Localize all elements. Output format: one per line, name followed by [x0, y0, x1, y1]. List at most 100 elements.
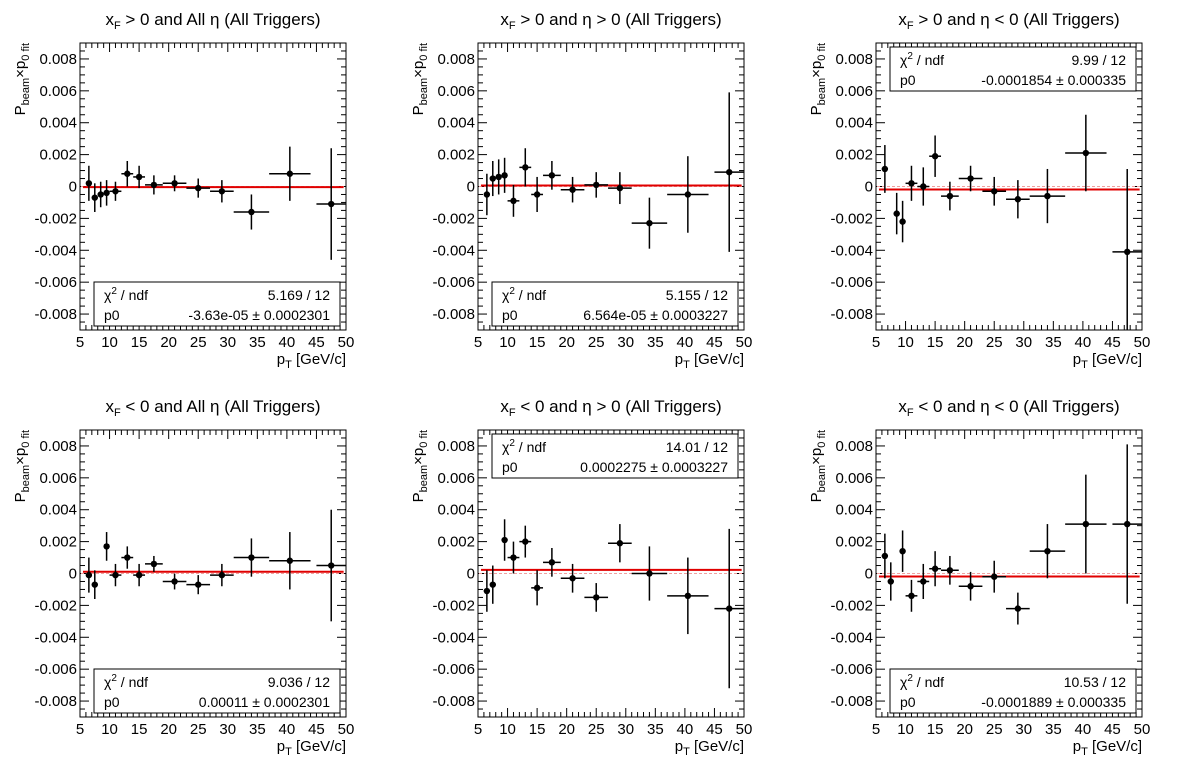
stats-box: χ2 / ndf 10.53 / 12 p0 -0.0001889 ± 0.00033… — [889, 668, 1137, 714]
title-x: x — [105, 10, 114, 29]
ylabel-beam: beam — [20, 78, 32, 106]
data-point — [1112, 444, 1142, 604]
data-marker — [533, 584, 541, 592]
data-point — [1065, 114, 1107, 192]
data-point — [1029, 168, 1066, 224]
data-marker — [920, 578, 927, 585]
data-marker — [881, 165, 889, 173]
xlabel-unit: [GeV/c] — [690, 738, 744, 755]
data-point — [608, 524, 632, 563]
y-tick-label: 0.008 — [835, 51, 873, 68]
y-tick-label: 0 — [467, 566, 475, 583]
chi-symbol: χ — [104, 287, 112, 303]
data-marker — [908, 180, 915, 187]
stats-p0-value: -0.0001889 ± 0.000335 — [981, 694, 1126, 710]
data-marker — [967, 583, 974, 590]
y-tick-label: 0.006 — [39, 83, 77, 100]
stats-frame — [93, 281, 341, 327]
panel-title: xF > 0 and η < 0 (All Triggers) — [898, 10, 1119, 32]
x-tick-label: 45 — [706, 721, 723, 738]
y-tick-label: 0.002 — [835, 534, 873, 551]
y-tick-label: -0.006 — [432, 274, 475, 291]
data-point — [1006, 592, 1030, 625]
x-axis-label: pT [GeV/c] — [675, 351, 744, 371]
p0-label: p0 — [900, 694, 916, 710]
p0-label: p0 — [104, 694, 120, 710]
title-eta: η — [980, 10, 989, 29]
xlabel-unit: [GeV/c] — [292, 738, 346, 755]
x-tick-label: 20 — [956, 721, 973, 738]
title-tail: < 0 (All Triggers) — [990, 397, 1120, 416]
data-marker — [991, 573, 998, 580]
stats-frame — [889, 46, 1137, 92]
data-marker — [548, 559, 556, 566]
xlabel-sub: T — [1081, 359, 1088, 371]
data-marker — [616, 540, 624, 547]
stats-p0-value: -0.0001854 ± 0.000335 — [981, 72, 1126, 88]
chi-value: 9.99 / 12 — [1072, 52, 1127, 68]
stats-chi-value: 10.53 / 12 — [1064, 674, 1126, 690]
data-marker — [91, 194, 98, 201]
data-point — [483, 570, 491, 612]
title-eta: η — [980, 397, 989, 416]
x-tick-label: 40 — [677, 334, 694, 351]
data-point — [929, 551, 942, 587]
data-marker — [946, 192, 954, 200]
x-tick-label: 35 — [647, 334, 664, 351]
xlabel-sub: T — [683, 746, 690, 758]
y-tick-label: -0.006 — [34, 661, 77, 678]
data-point — [1029, 524, 1066, 579]
data-point — [982, 176, 1007, 206]
data-marker — [195, 184, 202, 192]
x-tick-label: 35 — [1045, 721, 1062, 738]
data-marker — [1082, 520, 1090, 528]
data-marker — [967, 175, 974, 182]
x-tick-label: 15 — [927, 721, 944, 738]
x-tick-label: 30 — [1015, 334, 1032, 351]
data-point — [507, 541, 520, 574]
data-point — [917, 167, 930, 206]
ylabel-beam: beam — [418, 78, 430, 106]
x-tick-label: 10 — [101, 721, 118, 738]
chi-rest: / ndf — [117, 674, 148, 690]
data-marker — [150, 181, 158, 189]
data-marker — [248, 208, 255, 216]
chi-symbol: χ — [502, 439, 510, 455]
data-point — [560, 176, 585, 203]
y-tick-label: 0.004 — [437, 502, 475, 519]
data-point — [103, 532, 110, 561]
data-marker — [501, 172, 508, 179]
data-point — [85, 557, 93, 593]
data-marker — [103, 543, 110, 550]
data-marker — [112, 188, 119, 195]
xlabel-main: p — [277, 351, 285, 368]
data-point — [667, 156, 709, 233]
data-point — [121, 546, 134, 569]
y-axis-label: Pbeam×p0 fit — [12, 430, 32, 502]
data-point — [210, 563, 234, 587]
data-marker — [646, 570, 653, 577]
y-tick-label: -0.004 — [432, 242, 475, 259]
data-point — [489, 565, 496, 604]
x-tick-label: 20 — [558, 334, 575, 351]
x-tick-label: 5 — [76, 721, 84, 738]
title-x: x — [500, 397, 509, 416]
stats-p0-label: p0 — [900, 72, 916, 88]
y-axis-label: Pbeam×p0 fit — [808, 430, 828, 502]
y-tick-label: 0 — [467, 179, 475, 196]
y-tick-label: 0 — [69, 179, 77, 196]
p0-value: 0.00011 ± 0.0002301 — [199, 694, 330, 710]
xlabel-sub: T — [285, 359, 292, 371]
data-point — [186, 575, 211, 595]
y-tick-label: 0.002 — [437, 147, 475, 164]
data-point — [103, 180, 110, 206]
x-tick-label: 35 — [249, 334, 266, 351]
chi-sup: 2 — [509, 286, 515, 297]
ylabel-p: P — [410, 492, 427, 502]
data-point — [1112, 168, 1142, 330]
data-point — [958, 571, 983, 601]
y-tick-label: 0.006 — [437, 470, 475, 487]
data-marker — [931, 565, 939, 572]
p0-label: p0 — [502, 307, 518, 323]
panel-3: xF > 0 and η < 0 (All Triggers)5 10 15 20 25… — [808, 10, 1150, 371]
